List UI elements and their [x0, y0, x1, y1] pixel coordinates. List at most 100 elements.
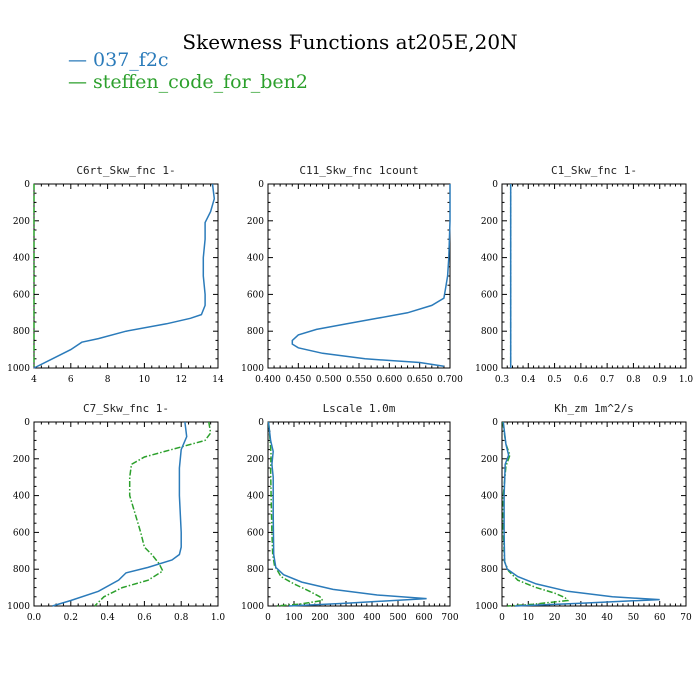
x-tick-label: 0.500	[316, 375, 342, 385]
y-tick-label: 800	[481, 327, 498, 337]
x-tick-label: 400	[363, 613, 380, 623]
y-tick-label: 1000	[7, 602, 30, 612]
x-tick-label: 0.9	[653, 375, 668, 385]
y-tick-label: 600	[481, 528, 498, 538]
x-tick-label: 60	[654, 613, 666, 623]
y-tick-label: 600	[247, 290, 264, 300]
x-tick-label: 0.450	[285, 375, 311, 385]
y-tick-label: 600	[247, 528, 264, 538]
y-tick-label: 0	[258, 418, 264, 428]
x-tick-label: 6	[68, 375, 74, 385]
y-tick-label: 400	[247, 492, 264, 502]
x-tick-label: 0.600	[376, 375, 402, 385]
x-tick-label: 0.700	[437, 375, 463, 385]
x-tick-label: 0.5	[547, 375, 562, 385]
plot-title: C7_Skw_fnc 1-	[83, 402, 169, 415]
x-tick-label: 0.4	[521, 375, 536, 385]
y-tick-label: 0	[258, 180, 264, 190]
x-tick-label: 40	[601, 613, 613, 623]
y-tick-label: 600	[481, 290, 498, 300]
x-tick-label: 50	[628, 613, 640, 623]
x-tick-label: 0.3	[495, 375, 510, 385]
x-tick-label: 0	[265, 613, 271, 623]
series-line-037-f2c	[291, 184, 451, 367]
plot-frame	[267, 421, 451, 607]
y-tick-label: 800	[247, 565, 264, 575]
series-line-steffen-code-for-ben2	[267, 421, 324, 607]
x-tick-label: 12	[175, 375, 186, 385]
y-tick-label: 0	[24, 418, 30, 428]
series-line-steffen-code-for-ben2	[502, 421, 570, 607]
x-tick-label: 1.0	[679, 375, 694, 385]
series-line-037-f2c	[267, 421, 427, 607]
y-tick-label: 200	[13, 217, 30, 227]
plot-c1-skw-fnc-1: C1_Skw_fnc 1- 0.3 0.4 0.5 0.6 0.7 0.8 0.9 1.0 0 20…	[475, 164, 693, 385]
x-tick-label: 600	[415, 613, 432, 623]
y-tick-label: 1000	[241, 364, 264, 374]
x-tick-label: 0.8	[626, 375, 641, 385]
y-tick-label: 200	[481, 217, 498, 227]
y-tick-label: 1000	[475, 602, 498, 612]
series-line-steffen-code-for-ben2	[94, 421, 212, 607]
plot-title: C11_Skw_fnc 1count	[299, 164, 418, 177]
page-title: Skewness Functions at205E,20N	[182, 30, 518, 54]
y-tick-label: 200	[247, 217, 264, 227]
y-tick-label: 800	[247, 327, 264, 337]
y-tick-label: 400	[247, 254, 264, 264]
y-tick-label: 1000	[241, 602, 264, 612]
x-tick-label: 30	[575, 613, 587, 623]
legend-item-037-f2c: — 037_f2c	[68, 49, 169, 71]
x-tick-label: 1.0	[211, 613, 226, 623]
x-tick-label: 0.400	[255, 375, 281, 385]
plot-lscale-1-0m: Lscale 1.0m 0 100 200 300 400 500 600 700 0 200 400…	[241, 402, 459, 623]
x-tick-label: 70	[680, 613, 692, 623]
x-tick-label: 14	[212, 375, 224, 385]
y-tick-label: 1000	[7, 364, 30, 374]
y-tick-label: 200	[481, 455, 498, 465]
series-line-037-f2c	[52, 421, 188, 607]
x-tick-label: 4	[31, 375, 37, 385]
legend-item-steffen-code-for-ben2: — steffen_code_for_ben2	[68, 71, 308, 93]
y-tick-label: 400	[481, 254, 498, 264]
plot-title: Lscale 1.0m	[323, 402, 396, 415]
plot-c11-skw-fnc-1count: C11_Skw_fnc 1count 0.400 0.450 0.500 0.550 0.…	[241, 164, 463, 385]
y-tick-label: 400	[13, 254, 30, 264]
x-tick-label: 300	[337, 613, 354, 623]
x-tick-label: 500	[389, 613, 406, 623]
plot-c7-skw-fnc-1: C7_Skw_fnc 1- 0.0 0.2 0.4 0.6 0.8 1.0 0 200 400 60…	[7, 402, 225, 623]
plot-frame	[501, 183, 687, 369]
x-tick-label: 0.550	[346, 375, 372, 385]
x-tick-label: 0.0	[27, 613, 42, 623]
y-tick-label: 800	[481, 565, 498, 575]
y-tick-label: 200	[247, 455, 264, 465]
y-tick-label: 0	[24, 180, 30, 190]
series-line-037-f2c	[33, 183, 216, 369]
x-tick-label: 10	[139, 375, 151, 385]
y-tick-label: 800	[13, 565, 30, 575]
y-tick-label: 1000	[475, 364, 498, 374]
x-tick-label: 0.8	[174, 613, 189, 623]
plot-frame	[33, 421, 219, 607]
plot-title: C6rt_Skw_fnc 1-	[76, 164, 175, 177]
y-tick-label: 400	[13, 492, 30, 502]
plot-frame	[267, 183, 451, 369]
x-tick-label: 0	[499, 613, 505, 623]
x-tick-label: 10	[523, 613, 535, 623]
x-tick-label: 8	[105, 375, 111, 385]
plot-title: Kh_zm 1m^2/s	[554, 402, 633, 415]
plot-title: C1_Skw_fnc 1-	[551, 164, 637, 177]
y-tick-label: 400	[481, 492, 498, 502]
x-tick-label: 700	[441, 613, 458, 623]
x-tick-label: 0.650	[407, 375, 433, 385]
x-tick-label: 0.4	[100, 613, 115, 623]
x-tick-label: 0.6	[574, 375, 589, 385]
plot-frame	[501, 421, 687, 607]
x-tick-label: 0.6	[137, 613, 152, 623]
y-tick-label: 200	[13, 455, 30, 465]
y-tick-label: 600	[13, 528, 30, 538]
plot-kh-zm-1m-2-s: Kh_zm 1m^2/s 0 10 20 30 40 50 60 70 0 200 400 600 800…	[475, 402, 692, 623]
y-tick-label: 0	[492, 418, 498, 428]
y-tick-label: 800	[13, 327, 30, 337]
x-tick-label: 20	[549, 613, 561, 623]
